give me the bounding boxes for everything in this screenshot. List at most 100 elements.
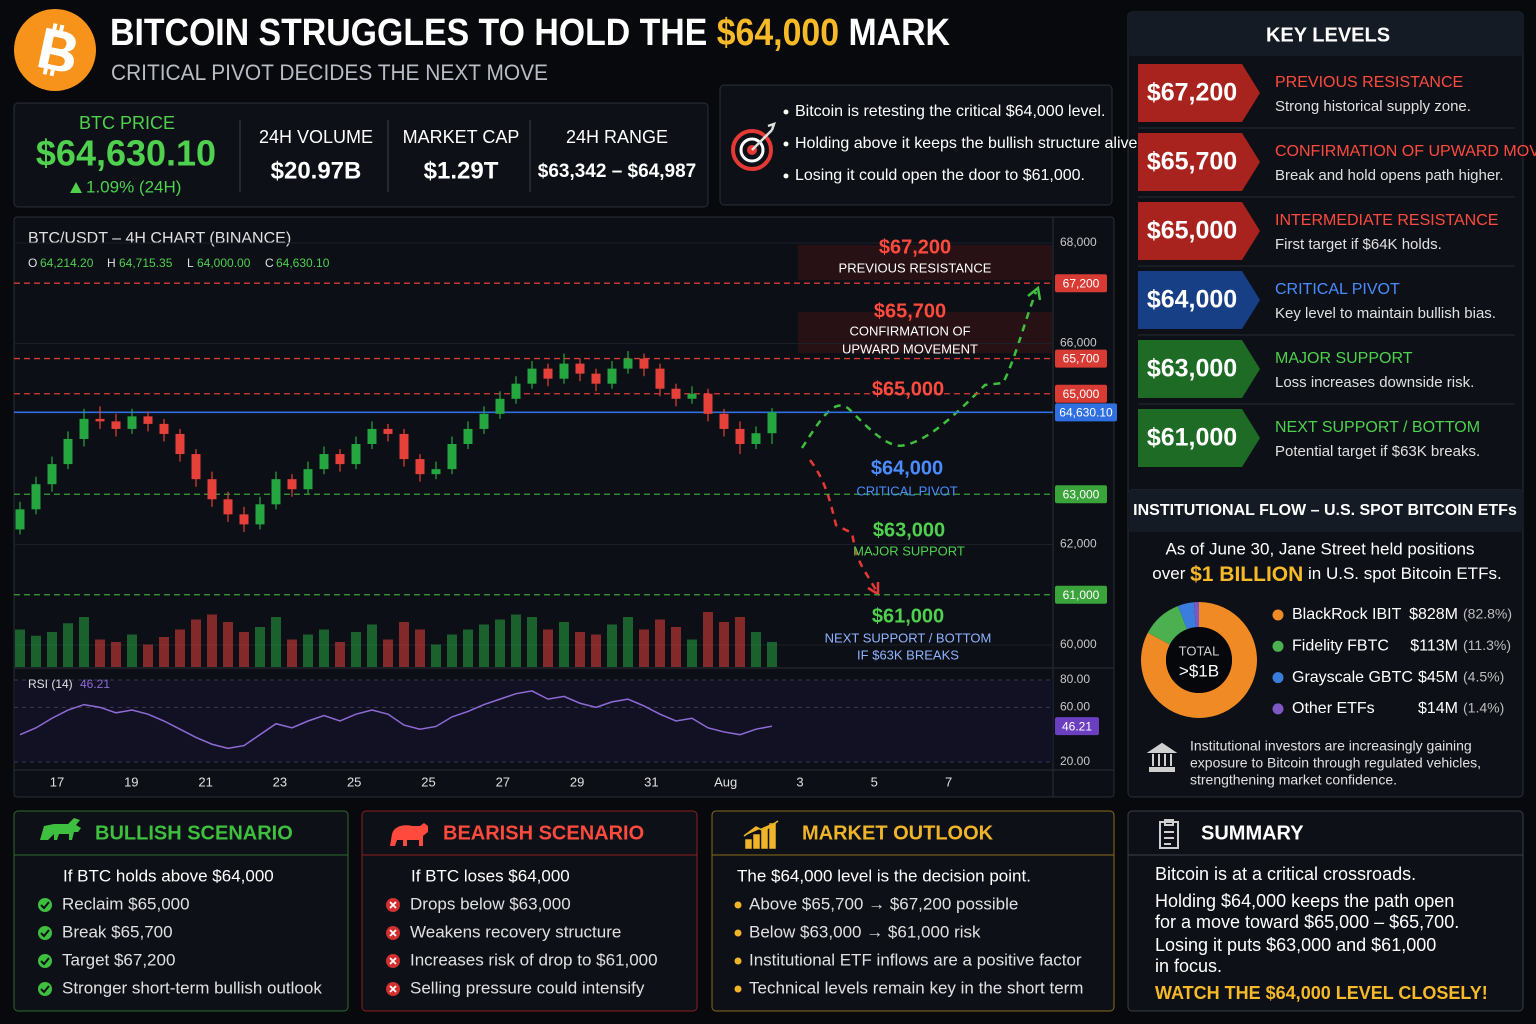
volume-bar	[671, 627, 681, 667]
subtitle: CRITICAL PIVOT DECIDES THE NEXT MOVE	[111, 60, 548, 85]
scenario-item: Technical levels remain key in the short…	[749, 978, 1083, 997]
volume-bar	[111, 642, 121, 667]
volume-bar	[239, 632, 249, 667]
volume-bar	[367, 624, 377, 667]
volume-bar	[479, 624, 489, 667]
level-badge	[1138, 202, 1260, 260]
check-icon	[38, 926, 52, 940]
chart-title: BTC/USDT – 4H CHART (BINANCE)	[28, 230, 291, 247]
x-mark	[389, 901, 397, 909]
y-tick-label: 68,000	[1060, 235, 1097, 249]
volume-bar	[15, 629, 25, 667]
note: Holding above it keeps the bullish struc…	[795, 135, 1142, 152]
candle-body	[319, 454, 329, 470]
level-badge	[1138, 64, 1260, 122]
donut-center: >$1B	[1179, 661, 1219, 680]
check-mark	[40, 957, 50, 966]
volume-bar	[735, 617, 745, 667]
clipboard-icon	[1159, 819, 1179, 849]
summary-panel	[1127, 810, 1524, 1012]
candle-body	[559, 363, 569, 379]
candle-body	[175, 433, 185, 455]
scenario-panel	[13, 810, 349, 1012]
legend-name: Other ETFs	[1292, 700, 1375, 717]
key-level-price: $64,000	[1147, 286, 1237, 314]
ohlc-key: O	[28, 256, 37, 270]
key-level-price: $67,200	[1147, 79, 1237, 107]
legend-pct: (82.8%)	[1463, 606, 1512, 622]
candle-body	[335, 454, 345, 465]
ohlc-value: 64,000.00	[197, 256, 251, 270]
stat-label: 24H VOLUME	[259, 127, 373, 147]
annotation-band	[798, 312, 1052, 353]
candle-body	[719, 413, 729, 429]
bullet	[783, 109, 789, 115]
annotation-title: $67,200	[879, 236, 951, 258]
candle-body	[223, 499, 233, 515]
legend-name: Fidelity FBTC	[1292, 638, 1389, 655]
candle-body	[511, 383, 521, 399]
key-level-price: $65,700	[1147, 148, 1237, 176]
level-badge	[1055, 485, 1107, 504]
volume-bar	[543, 629, 553, 667]
key-level-title: MAJOR SUPPORT	[1275, 350, 1413, 367]
target-icon	[739, 137, 765, 163]
volume-bar	[143, 644, 153, 667]
candle-body	[591, 373, 601, 384]
scenario-item: Weakens recovery structure	[410, 922, 621, 941]
scenario-intro: The $64,000 level is the decision point.	[737, 866, 1031, 885]
candle-body	[111, 421, 121, 429]
key-levels-header	[1128, 12, 1523, 56]
bullet	[783, 173, 789, 179]
bullet	[734, 957, 742, 965]
volume-bar	[191, 619, 201, 667]
rsi-badge	[1055, 717, 1099, 736]
bearish-projection	[808, 459, 878, 591]
x-tick-label: 5	[871, 774, 878, 789]
volume-bar	[687, 639, 697, 667]
legend-dot	[1272, 672, 1284, 684]
volume-bar	[271, 617, 281, 667]
donut-segment	[1193, 602, 1199, 628]
volume-bar	[175, 629, 185, 667]
bullish-projection	[800, 291, 1038, 449]
key-level-desc: Strong historical supply zone.	[1275, 98, 1471, 115]
x-mark	[389, 957, 397, 965]
up-triangle	[70, 182, 82, 193]
volume-bar	[623, 617, 633, 667]
rsi-tick-label: 60.00	[1060, 700, 1090, 714]
key-level-title: NEXT SUPPORT / BOTTOM	[1275, 419, 1480, 436]
notes-panel	[719, 84, 1113, 206]
summary-line: Losing it puts $63,000 and $61,000	[1155, 935, 1436, 955]
bullet	[734, 901, 742, 909]
annotation-text: CONFIRMATION OF	[849, 323, 970, 338]
x-tick-label: 23	[273, 774, 287, 789]
key-level-desc: Break and hold opens path higher.	[1275, 167, 1504, 184]
level-badge	[1138, 271, 1260, 329]
volume-bar	[415, 629, 425, 667]
level-badge	[1138, 340, 1260, 398]
volume-bar	[767, 642, 777, 667]
scenario-panel	[361, 810, 698, 1012]
volume-bar	[495, 619, 505, 667]
key-level-desc: First target if $64K holds.	[1275, 236, 1442, 253]
candle-body	[575, 363, 585, 374]
volume-bar	[527, 617, 537, 667]
scenario-intro: If BTC loses $64,000	[411, 866, 570, 885]
volume-bar	[95, 639, 105, 667]
key-level-desc: Loss increases downside risk.	[1275, 374, 1474, 391]
bullet	[734, 985, 742, 993]
target-arrow	[751, 122, 776, 151]
x-tick-label: 25	[421, 774, 435, 789]
volume-bar	[319, 629, 329, 667]
summary-callout: WATCH THE $64,000 LEVEL CLOSELY!	[1155, 983, 1488, 1003]
summary-line: Holding $64,000 keeps the path open	[1155, 891, 1454, 911]
x-tick-label: 21	[198, 774, 212, 789]
scenario-item: Institutional ETF inflows are a positive…	[749, 950, 1082, 969]
candle-body	[287, 479, 297, 490]
arrowhead	[867, 582, 880, 597]
check-mark	[40, 901, 50, 910]
candle-body	[191, 454, 201, 480]
level-label: 64,630.10	[1059, 406, 1113, 420]
x-tick-label: 27	[496, 774, 510, 789]
